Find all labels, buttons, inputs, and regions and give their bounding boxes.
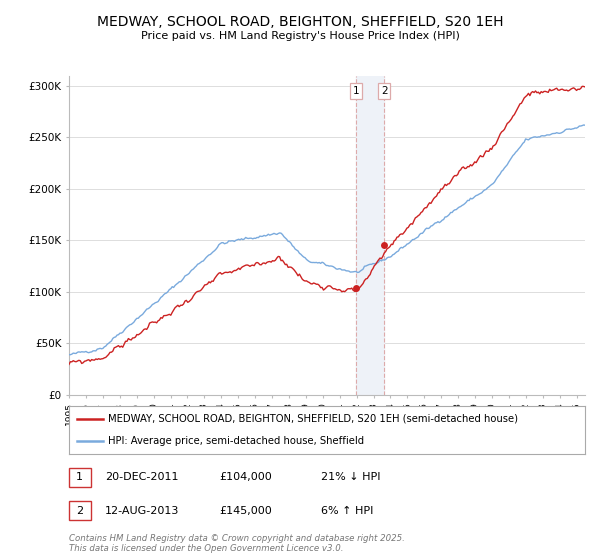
Text: 20-DEC-2011: 20-DEC-2011 — [105, 472, 179, 482]
Text: Contains HM Land Registry data © Crown copyright and database right 2025.
This d: Contains HM Land Registry data © Crown c… — [69, 534, 405, 553]
Point — [73, 437, 80, 444]
Point — [99, 437, 106, 444]
Text: 2: 2 — [76, 506, 83, 516]
Text: MEDWAY, SCHOOL ROAD, BEIGHTON, SHEFFIELD, S20 1EH: MEDWAY, SCHOOL ROAD, BEIGHTON, SHEFFIELD… — [97, 15, 503, 29]
Text: 21% ↓ HPI: 21% ↓ HPI — [321, 472, 380, 482]
Text: HPI: Average price, semi-detached house, Sheffield: HPI: Average price, semi-detached house,… — [108, 436, 364, 446]
Text: Price paid vs. HM Land Registry's House Price Index (HPI): Price paid vs. HM Land Registry's House … — [140, 31, 460, 41]
Point — [99, 416, 106, 422]
Point — [73, 416, 80, 422]
Text: 1: 1 — [353, 86, 359, 96]
Text: 2: 2 — [381, 86, 388, 96]
Text: 12-AUG-2013: 12-AUG-2013 — [105, 506, 179, 516]
Text: £104,000: £104,000 — [219, 472, 272, 482]
Text: 6% ↑ HPI: 6% ↑ HPI — [321, 506, 373, 516]
Text: 1: 1 — [76, 472, 83, 482]
Text: £145,000: £145,000 — [219, 506, 272, 516]
Bar — [356, 76, 384, 395]
Text: MEDWAY, SCHOOL ROAD, BEIGHTON, SHEFFIELD, S20 1EH (semi-detached house): MEDWAY, SCHOOL ROAD, BEIGHTON, SHEFFIELD… — [108, 414, 518, 424]
